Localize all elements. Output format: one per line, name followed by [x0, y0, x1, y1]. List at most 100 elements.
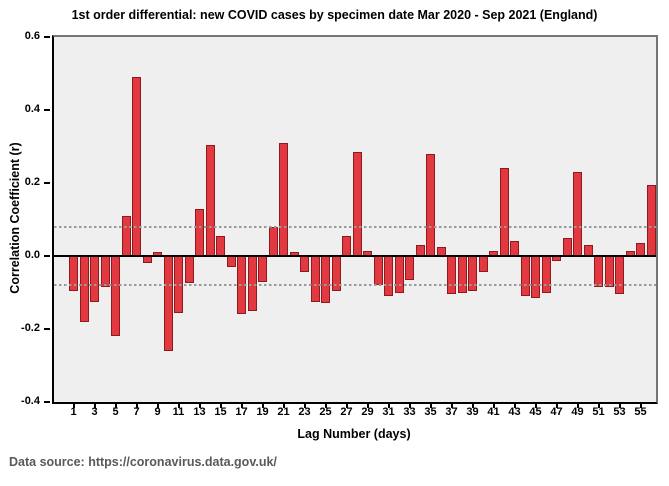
- x-tick-mark-29: [366, 402, 369, 408]
- bar-lag-53: [615, 256, 624, 295]
- bar-lag-30: [373, 256, 383, 286]
- x-tick-label-9: 9: [154, 406, 161, 418]
- bar-lag-4: [100, 256, 110, 288]
- x-tick-label-3: 3: [91, 406, 98, 418]
- bar-lag-24: [310, 256, 320, 302]
- bar-lag-45: [531, 256, 540, 298]
- x-tick-mark-13: [198, 402, 201, 408]
- x-tick-label-33: 33: [403, 406, 416, 418]
- y-tick-mark-0: [44, 255, 50, 257]
- x-tick-mark-11: [177, 402, 180, 408]
- x-tick-mark-39: [471, 402, 474, 408]
- x-tick-label-39: 39: [466, 406, 479, 418]
- bar-lag-33: [405, 256, 414, 280]
- x-tick-mark-9: [156, 402, 159, 408]
- bar-lag-38: [457, 256, 467, 293]
- confidence-lower-line: [54, 284, 656, 287]
- x-tick-label-43: 43: [508, 406, 521, 418]
- y-tick-label-0: 0.0: [24, 249, 40, 261]
- bar-lag-25: [321, 256, 330, 304]
- x-tick-label-7: 7: [133, 406, 140, 418]
- x-tick-mark-15: [219, 402, 222, 408]
- x-tick-mark-43: [513, 402, 516, 408]
- y-tick-label-0.6: 0.6: [24, 30, 40, 42]
- x-tick-label-23: 23: [298, 406, 311, 418]
- x-tick-mark-33: [408, 402, 411, 408]
- x-tick-mark-25: [324, 402, 327, 408]
- x-tick-mark-21: [282, 402, 285, 408]
- x-tick-label-31: 31: [382, 406, 395, 418]
- bar-lag-15: [216, 235, 225, 256]
- bar-lag-21: [279, 142, 288, 256]
- x-tick-mark-5: [114, 402, 117, 408]
- x-tick-label-51: 51: [592, 406, 605, 418]
- bar-lag-46: [541, 256, 551, 293]
- bar-lag-8: [142, 256, 152, 264]
- bar-lag-14: [205, 144, 215, 256]
- x-tick-label-19: 19: [256, 406, 269, 418]
- x-tick-label-27: 27: [340, 406, 353, 418]
- chart-title: 1st order differential: new COVID cases …: [71, 8, 598, 22]
- bar-lag-51: [594, 256, 603, 288]
- y-tick-label--0.4: -0.4: [21, 395, 40, 407]
- bar-lag-13: [195, 208, 204, 256]
- x-tick-mark-7: [135, 402, 138, 408]
- x-tick-label-11: 11: [172, 406, 185, 418]
- x-tick-label-15: 15: [214, 406, 227, 418]
- x-tick-label-49: 49: [571, 406, 584, 418]
- x-tick-label-47: 47: [550, 406, 563, 418]
- x-tick-mark-55: [639, 402, 642, 408]
- bar-lag-43: [510, 241, 519, 256]
- bar-lag-32: [394, 256, 404, 293]
- bar-lag-23: [300, 256, 309, 273]
- bar-lag-3: [90, 256, 99, 302]
- data-source-note: Data source: https://coronavirus.data.go…: [9, 455, 277, 469]
- x-tick-label-41: 41: [487, 406, 500, 418]
- bar-lag-31: [384, 256, 393, 297]
- x-tick-mark-3: [93, 402, 96, 408]
- y-tick-label--0.2: -0.2: [21, 322, 40, 334]
- bar-lag-49: [573, 172, 582, 256]
- x-tick-label-45: 45: [529, 406, 542, 418]
- x-tick-mark-45: [534, 402, 537, 408]
- bar-lag-16: [226, 256, 236, 267]
- x-tick-mark-27: [345, 402, 348, 408]
- x-tick-label-53: 53: [613, 406, 626, 418]
- confidence-upper-line: [54, 225, 656, 228]
- bar-lag-56: [646, 184, 656, 256]
- x-tick-label-25: 25: [319, 406, 332, 418]
- x-tick-mark-51: [597, 402, 600, 408]
- bar-lag-27: [342, 235, 351, 256]
- x-tick-mark-41: [492, 402, 495, 408]
- x-tick-label-35: 35: [424, 406, 437, 418]
- x-tick-mark-23: [303, 402, 306, 408]
- x-tick-label-37: 37: [445, 406, 458, 418]
- y-tick-mark-0.2: [44, 182, 50, 184]
- x-tick-label-5: 5: [112, 406, 119, 418]
- x-tick-mark-19: [261, 402, 264, 408]
- x-tick-label-17: 17: [235, 406, 248, 418]
- x-tick-mark-49: [576, 402, 579, 408]
- y-tick-mark--0.2: [44, 328, 50, 330]
- bar-lag-5: [111, 256, 120, 337]
- bar-lag-12: [184, 256, 194, 284]
- bar-lag-37: [447, 256, 456, 295]
- zero-line: [54, 255, 656, 257]
- x-tick-label-21: 21: [277, 406, 290, 418]
- x-tick-label-13: 13: [193, 406, 206, 418]
- y-tick-mark--0.4: [44, 401, 50, 403]
- bar-lag-2: [79, 256, 89, 322]
- bar-lag-10: [163, 256, 173, 351]
- bar-lag-48: [562, 237, 572, 256]
- x-tick-label-1: 1: [70, 406, 77, 418]
- x-tick-mark-31: [387, 402, 390, 408]
- x-tick-mark-53: [618, 402, 621, 408]
- bar-lag-42: [499, 168, 509, 256]
- x-tick-mark-37: [450, 402, 453, 408]
- bar-lag-40: [478, 256, 488, 273]
- y-axis-label: Correlation Coefficient (r): [8, 142, 22, 294]
- x-axis-label: Lag Number (days): [297, 427, 411, 441]
- y-tick-label-0.2: 0.2: [24, 176, 40, 188]
- x-tick-mark-35: [429, 402, 432, 408]
